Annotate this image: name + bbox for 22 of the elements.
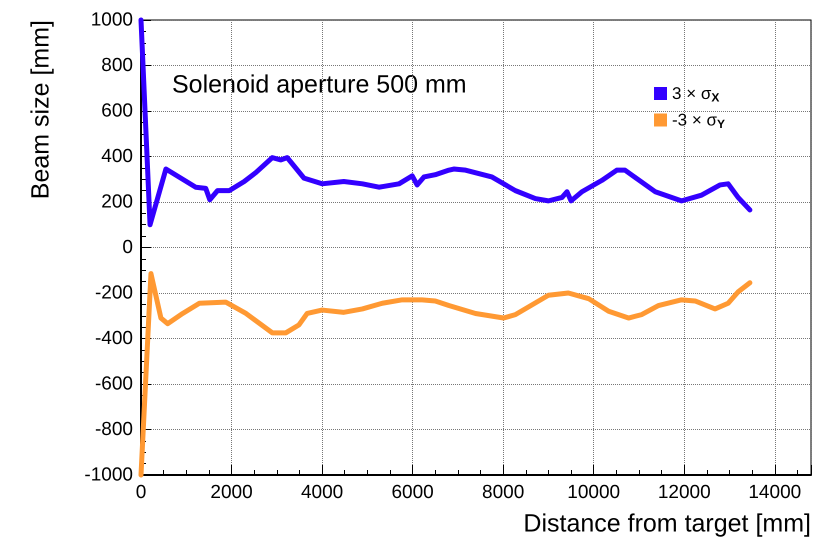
x-tick-label: 4000 bbox=[300, 482, 344, 503]
y-tick-label: -400 bbox=[94, 328, 133, 349]
annotation: Solenoid aperture 500 mm bbox=[172, 70, 467, 98]
y-tick-label: 400 bbox=[101, 146, 133, 167]
y-axis-title: Beam size [mm] bbox=[26, 20, 54, 200]
x-tick-label: 8000 bbox=[482, 482, 524, 503]
y-tick-label: 800 bbox=[101, 55, 133, 76]
y-tick-label: -1000 bbox=[84, 464, 133, 486]
y-tick-label: -200 bbox=[94, 282, 133, 304]
x-tick-label: 2000 bbox=[210, 482, 253, 503]
x-tick-label: 14000 bbox=[748, 482, 802, 503]
x-axis-title: Distance from target [mm] bbox=[523, 510, 811, 538]
y-tick-label: -600 bbox=[94, 374, 133, 394]
y-tick-label: 1000 bbox=[90, 10, 133, 30]
y-tick-label: -800 bbox=[94, 419, 133, 440]
y-tick-label: 600 bbox=[101, 100, 133, 122]
x-tick-label: 12000 bbox=[658, 482, 711, 503]
x-tick-label: 10000 bbox=[567, 482, 620, 503]
y-tick-label: 200 bbox=[101, 192, 133, 212]
y-tick-label: 0 bbox=[122, 237, 133, 258]
x-tick-label: 0 bbox=[136, 482, 146, 503]
x-tick-label: 6000 bbox=[391, 482, 434, 503]
